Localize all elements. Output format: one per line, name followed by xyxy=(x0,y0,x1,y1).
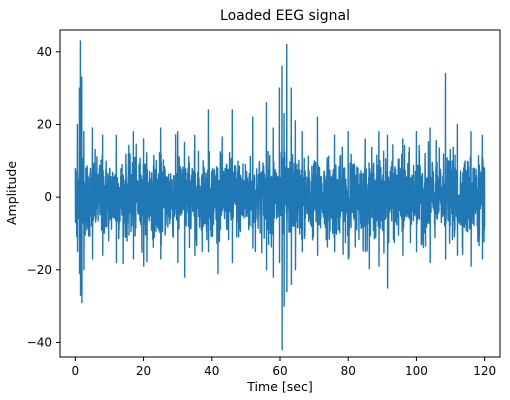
x-tick-label: 20 xyxy=(136,364,151,378)
y-axis-label: Amplitude xyxy=(4,161,19,225)
y-tick-label: 40 xyxy=(37,45,52,59)
x-tick-label: 60 xyxy=(272,364,287,378)
x-tick-label: 0 xyxy=(72,364,80,378)
y-tick-label: −20 xyxy=(27,263,52,277)
series-layer xyxy=(74,40,486,351)
x-axis-label: Time [sec] xyxy=(246,379,312,394)
x-tick-label: 120 xyxy=(473,364,496,378)
x-tick-label: 100 xyxy=(405,364,428,378)
y-tick-label: 20 xyxy=(37,117,52,131)
chart-title: Loaded EEG signal xyxy=(220,8,350,24)
y-tick-label: 0 xyxy=(44,190,52,204)
x-tick-label: 40 xyxy=(204,364,219,378)
series-line-0 xyxy=(74,40,486,351)
x-tick-label: 80 xyxy=(341,364,356,378)
y-axis: −40 −20 0 20 40 xyxy=(27,45,60,349)
y-tick-label: −40 xyxy=(27,335,52,349)
x-axis: 0 20 40 60 80 100 120 xyxy=(72,357,496,378)
